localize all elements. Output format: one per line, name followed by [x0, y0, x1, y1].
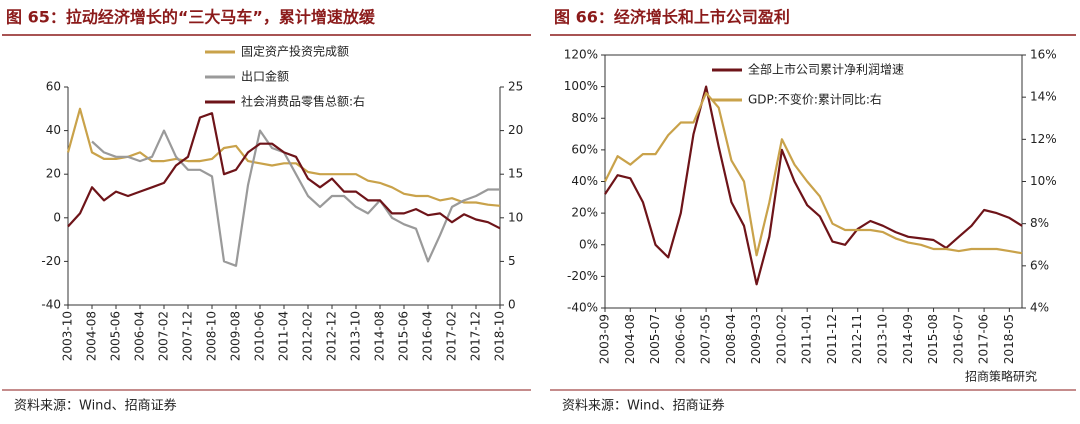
y2-tick-label: 25 [508, 80, 523, 94]
x-tick-label: 2009-08 [229, 311, 243, 361]
x-tick-label: 2013-10 [349, 311, 363, 361]
x-tick-label: 2017-02 [445, 311, 459, 361]
y2-tick-label: 20 [508, 123, 523, 137]
x-tick-label: 2017-12 [469, 311, 483, 361]
x-tick-label: 2003-10 [61, 311, 75, 361]
x-tick-label: 2018-10 [493, 311, 507, 361]
x-tick-label: 2012-02 [301, 311, 315, 361]
y2-tick-label: 5 [508, 254, 516, 268]
y-tick-label: 20% [571, 206, 598, 220]
y2-tick-label: 6% [1030, 258, 1049, 272]
x-tick-label: 2003-09 [598, 314, 612, 364]
x-tick-label: 2015-08 [926, 314, 940, 364]
y2-tick-label: 12% [1030, 132, 1057, 146]
x-tick-label: 2012-11 [850, 314, 864, 364]
x-tick-label: 2011-04 [277, 311, 291, 361]
y-tick-label: 0 [53, 210, 61, 224]
y-tick-label: 80% [571, 111, 598, 125]
x-tick-label: 2012-12 [325, 311, 339, 361]
y-tick-label: 20 [46, 167, 61, 181]
y-tick-label: -20% [567, 269, 598, 283]
y2-tick-label: 10 [508, 210, 523, 224]
x-tick-label: 2005-07 [648, 314, 662, 364]
legend-label: 出口金额 [241, 69, 289, 84]
x-tick-label: 2018-05 [1002, 314, 1016, 364]
x-tick-label: 2010-02 [774, 314, 788, 364]
series-line [604, 91, 1023, 257]
x-tick-label: 2016-07 [951, 314, 965, 364]
x-tick-label: 2006-04 [133, 311, 147, 361]
y2-tick-label: 8% [1030, 216, 1049, 230]
y2-tick-label: 4% [1030, 301, 1049, 315]
x-tick-label: 2007-05 [699, 314, 713, 364]
x-tick-label: 2014-09 [901, 314, 915, 364]
legend-label: 固定资产投资完成额 [241, 44, 349, 59]
y-tick-label: -40% [567, 301, 598, 315]
y-tick-label: 40% [571, 174, 598, 188]
y-tick-label: 60 [46, 80, 61, 94]
y2-tick-label: 10% [1030, 174, 1057, 188]
y-tick-label: 60% [571, 142, 598, 156]
x-tick-label: 2014-08 [373, 311, 387, 361]
y2-tick-label: 14% [1030, 90, 1057, 104]
x-tick-label: 2008-04 [724, 314, 738, 364]
x-tick-label: 2009-03 [749, 314, 763, 364]
y2-tick-label: 0 [508, 298, 516, 312]
legend-label: 社会消费品零售总额:右 [241, 94, 365, 109]
chart-title: 图 65：拉动经济增长的“三大马车”，累计增速放缓 [6, 8, 376, 27]
watermark: 招商策略研究 [965, 369, 1037, 384]
x-tick-label: 2010-06 [253, 311, 267, 361]
x-tick-label: 2011-01 [800, 314, 814, 364]
legend-label: GDP:不变价:累计同比:右 [748, 92, 882, 107]
x-tick-label: 2015-06 [397, 311, 411, 361]
legend-label: 全部上市公司累计净利润增速 [748, 62, 904, 77]
y2-tick-label: 15 [508, 167, 523, 181]
x-tick-label: 2011-12 [825, 314, 839, 364]
y-tick-label: 100% [564, 79, 598, 93]
source: 资料来源：Wind、招商证券 [562, 398, 725, 414]
x-tick-label: 2004-08 [623, 314, 637, 364]
y-tick-label: -40 [41, 298, 61, 312]
x-tick-label: 2007-12 [181, 311, 195, 361]
series-line [91, 129, 500, 267]
x-tick-label: 2008-10 [205, 311, 219, 361]
series-line [604, 85, 1023, 286]
x-tick-label: 2017-06 [977, 314, 991, 364]
x-tick-label: 2005-06 [109, 311, 123, 361]
y-tick-label: -20 [41, 254, 61, 268]
x-tick-label: 2006-06 [673, 314, 687, 364]
source: 资料来源：Wind、招商证券 [14, 398, 177, 414]
x-tick-label: 2004-08 [85, 311, 99, 361]
x-tick-label: 2013-10 [876, 314, 890, 364]
y-tick-label: 120% [564, 48, 598, 62]
series-line [66, 107, 501, 207]
series-line [67, 112, 501, 230]
y-tick-label: 40 [46, 123, 61, 137]
y2-tick-label: 16% [1030, 48, 1057, 62]
chart-title: 图 66：经济增长和上市公司盈利 [554, 8, 790, 27]
y-tick-label: 0% [579, 237, 598, 251]
x-tick-label: 2016-04 [421, 311, 435, 361]
x-tick-label: 2007-02 [157, 311, 171, 361]
